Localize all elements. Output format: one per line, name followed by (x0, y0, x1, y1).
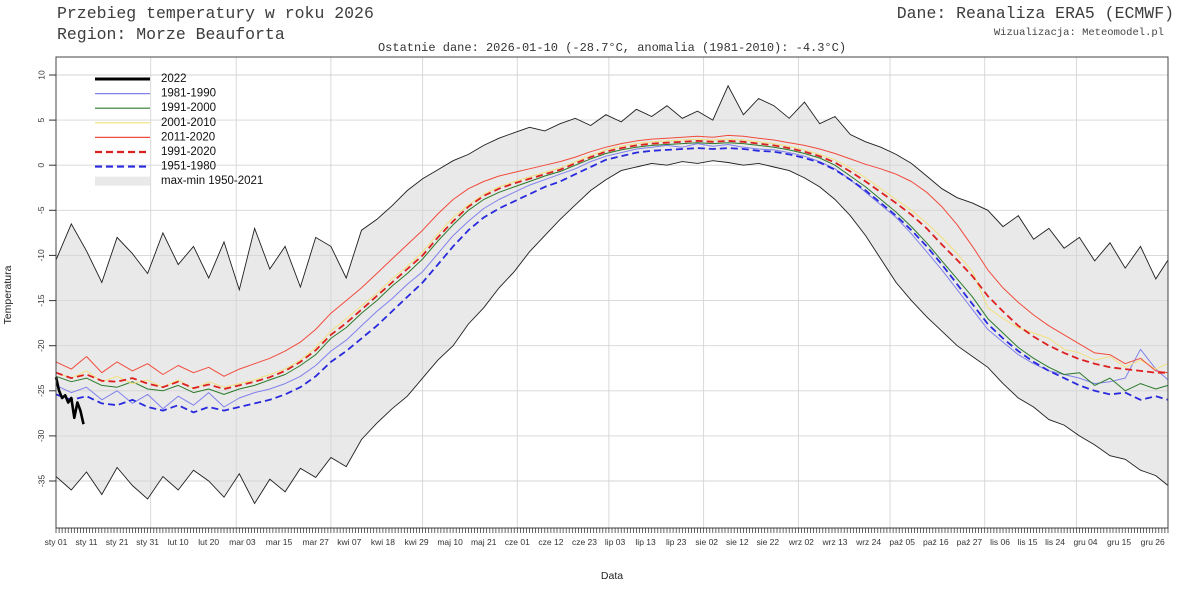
legend-label: 1981-1990 (161, 88, 216, 100)
svg-text:maj 21: maj 21 (471, 537, 497, 547)
legend-label: 2011-2020 (161, 131, 215, 143)
svg-text:-10: -10 (36, 249, 46, 262)
svg-text:lis 15: lis 15 (1018, 537, 1038, 547)
svg-text:sty 11: sty 11 (75, 537, 97, 547)
svg-text:sty 21: sty 21 (106, 537, 129, 547)
series-2022 (54, 376, 85, 425)
legend-label: 2022 (161, 73, 187, 85)
svg-text:lis 06: lis 06 (990, 537, 1010, 547)
svg-text:lis 24: lis 24 (1045, 537, 1065, 547)
last-data-note: Ostatnie dane: 2026-01-10 (-28.7°C, anom… (377, 41, 847, 55)
svg-text:-30: -30 (36, 429, 46, 442)
legend-label: 1951-1980 (161, 161, 216, 173)
svg-text:paź 05: paź 05 (889, 537, 915, 547)
svg-text:lip 03: lip 03 (605, 537, 626, 547)
legend: 2022 1981-1990 1991-2000 2001-2010 2011-2020… (95, 73, 263, 187)
svg-text:paź 27: paź 27 (957, 537, 983, 547)
legend-swatch-band (95, 176, 150, 186)
svg-text:-15: -15 (36, 294, 46, 307)
svg-text:mar 27: mar 27 (302, 537, 329, 547)
data-source-label: Dane: Reanaliza ERA5 (ECMWF) (896, 4, 1174, 23)
svg-text:mar 15: mar 15 (266, 537, 293, 547)
svg-text:0: 0 (36, 163, 46, 168)
svg-text:paź 16: paź 16 (923, 537, 949, 547)
x-axis-tick-labels: sty 01 sty 11 sty 21 sty 31 lut 10 lut 20 mar … (45, 537, 1165, 547)
svg-text:-20: -20 (36, 339, 46, 352)
legend-label: max-min 1950-2021 (161, 175, 263, 187)
x-axis-title: Data (600, 570, 624, 582)
x-axis-minor-ticks (55, 528, 1169, 533)
svg-text:lip 23: lip 23 (666, 537, 687, 547)
y-axis-ticks: 10 5 0 -5 -10 -15 -20 -25 -30 -35 (36, 70, 56, 487)
svg-text:-5: -5 (36, 206, 46, 214)
legend-label: 2001-2010 (161, 117, 216, 129)
svg-text:kwi 29: kwi 29 (404, 537, 428, 547)
svg-text:10: 10 (36, 70, 46, 80)
svg-text:lut 10: lut 10 (168, 537, 189, 547)
svg-text:sty 01: sty 01 (45, 537, 68, 547)
series-2011-2020 (55, 134, 1169, 377)
svg-text:gru 04: gru 04 (1073, 537, 1097, 547)
series-2001-2010 (55, 138, 1169, 390)
series-1991-2000 (55, 142, 1169, 395)
legend-label: 1991-2000 (161, 102, 216, 114)
svg-text:-25: -25 (36, 384, 46, 397)
svg-text:wrz 13: wrz 13 (821, 537, 847, 547)
svg-text:maj 10: maj 10 (437, 537, 463, 547)
legend-label: 1991-2020 (161, 146, 216, 158)
page-title: Przebieg temperatury w roku 2026 (57, 4, 374, 23)
series-1951-1980 (55, 147, 1169, 414)
svg-text:sty 31: sty 31 (136, 537, 159, 547)
series-1991-2020 (55, 139, 1168, 390)
visualization-credit: Wizualizacja: Meteomodel.pl (993, 27, 1164, 39)
svg-text:sie 12: sie 12 (726, 537, 749, 547)
svg-text:mar 03: mar 03 (229, 537, 256, 547)
svg-text:kwi 07: kwi 07 (337, 537, 361, 547)
svg-text:cze 23: cze 23 (572, 537, 597, 547)
svg-text:5: 5 (36, 117, 46, 122)
svg-text:-35: -35 (36, 475, 46, 488)
svg-text:kwi 18: kwi 18 (371, 537, 395, 547)
gridlines (56, 57, 1168, 528)
svg-text:lip 13: lip 13 (635, 537, 656, 547)
svg-text:cze 01: cze 01 (505, 537, 530, 547)
y-axis-title: Temperatura (2, 265, 14, 325)
band-max-edge (55, 84, 1169, 292)
svg-text:sie 22: sie 22 (756, 537, 779, 547)
series-1981-1990 (55, 143, 1169, 410)
svg-text:sie 02: sie 02 (695, 537, 718, 547)
svg-text:gru 26: gru 26 (1141, 537, 1165, 547)
svg-text:cze 12: cze 12 (538, 537, 563, 547)
band-min-edge (55, 160, 1169, 505)
svg-text:wrz 24: wrz 24 (855, 537, 881, 547)
svg-text:wrz 02: wrz 02 (788, 537, 814, 547)
svg-text:lut 20: lut 20 (198, 537, 219, 547)
region-subtitle: Region: Morze Beauforta (57, 25, 285, 44)
svg-text:gru 15: gru 15 (1107, 537, 1131, 547)
